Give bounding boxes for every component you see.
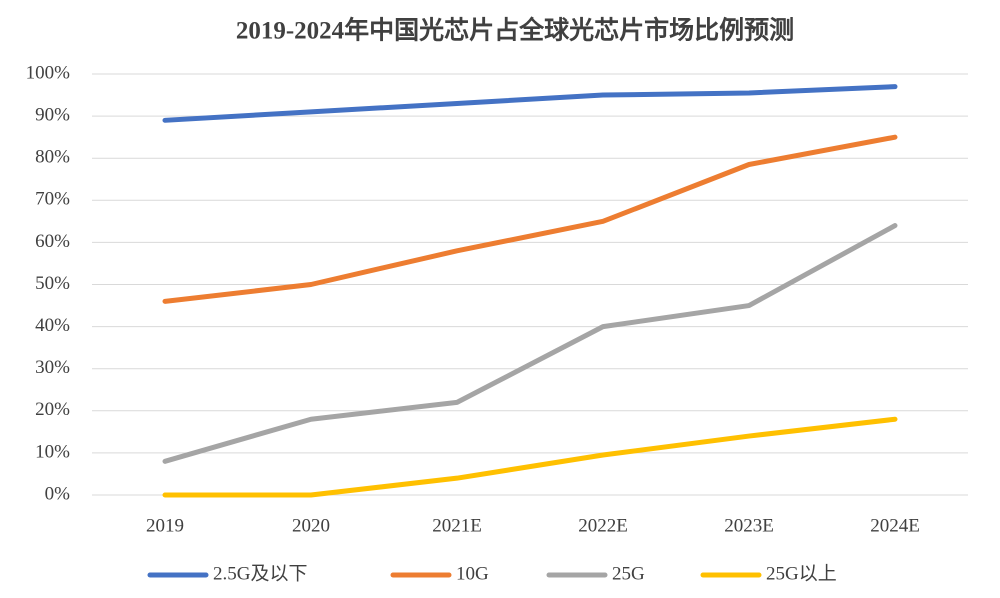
x-tick-label: 2021E (432, 515, 482, 536)
y-tick-label: 90% (35, 104, 70, 125)
series-line (162, 84, 898, 123)
y-tick-label: 10% (35, 441, 70, 462)
legend-label: 25G (612, 563, 645, 584)
y-tick-label: 20% (35, 399, 70, 420)
y-tick-label: 40% (35, 315, 70, 336)
y-tick-label: 80% (35, 147, 70, 168)
x-tick-label: 2019 (146, 515, 184, 536)
y-tick-label: 50% (35, 273, 70, 294)
y-tick-label: 100% (26, 62, 71, 83)
legend-label: 10G (456, 563, 489, 584)
x-tick-label: 2020 (292, 515, 330, 536)
y-tick-label: 60% (35, 231, 70, 252)
series-line (162, 223, 898, 464)
legend-label: 25G以上 (766, 562, 837, 584)
series-line (162, 134, 898, 304)
x-tick-label: 2022E (578, 515, 628, 536)
x-tick-label: 2024E (870, 515, 920, 536)
x-tick-label: 2023E (724, 515, 774, 536)
y-tick-label: 70% (35, 189, 70, 210)
y-tick-label: 0% (45, 483, 71, 504)
legend-label: 2.5G及以下 (213, 563, 307, 584)
y-tick-label: 30% (35, 357, 70, 378)
chart-title: 2019-2024年中国光芯片占全球光芯片市场比例预测 (236, 16, 794, 45)
series-line (162, 416, 898, 498)
